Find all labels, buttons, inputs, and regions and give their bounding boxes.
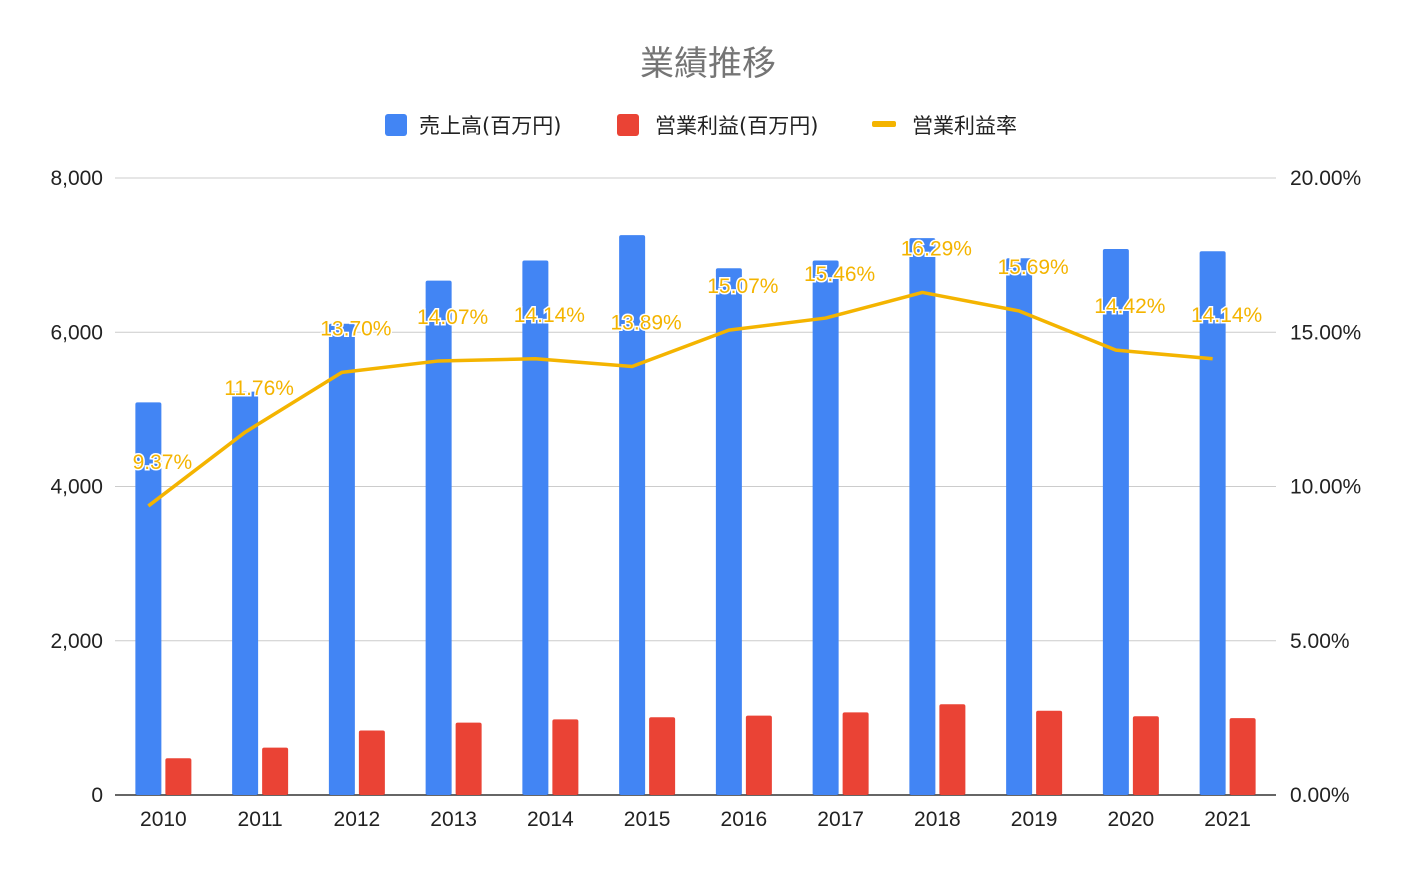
bar-profit (262, 747, 289, 795)
y2-tick-label: 10.00% (1290, 476, 1361, 499)
y-axis-left: 0 2,000 4,000 6,000 8,000 (50, 167, 103, 807)
legend-label-margin: 営業利益率 (912, 114, 1017, 138)
y-axis-right: 0.00% 5.00% 10.00% 15.00% 20.00% (1290, 167, 1361, 807)
bar-sales (909, 238, 936, 796)
y2-tick-label: 20.00% (1290, 167, 1361, 190)
bar-profit (552, 719, 579, 795)
x-tick-label: 2010 (140, 808, 187, 831)
bar-sales (1006, 258, 1033, 796)
x-tick-label: 2013 (430, 808, 477, 831)
data-label-margin: 14.14% (514, 304, 585, 327)
legend: 売上高(百万円) 営業利益(百万円) 営業利益率 (385, 114, 1017, 138)
x-axis: 2010 2011 2012 2013 2014 2015 2016 2017 2018 2019… (140, 808, 1251, 831)
bar-sales (619, 235, 646, 795)
bar-profit (1229, 718, 1256, 795)
bars (135, 235, 1256, 796)
legend-swatch-sales (385, 114, 407, 136)
bar-sales (522, 260, 549, 795)
y2-tick-label: 0.00% (1290, 784, 1350, 807)
data-label-margin: 13.89% (611, 311, 682, 334)
bar-profit (1036, 710, 1063, 795)
x-tick-label: 2012 (334, 808, 381, 831)
data-label-margin: 15.07% (707, 275, 778, 298)
data-label-margin: 14.42% (1094, 295, 1165, 318)
chart-title: 業績推移 (640, 44, 776, 84)
y-tick-label: 8,000 (50, 167, 103, 190)
y-tick-label: 6,000 (50, 321, 103, 344)
bar-profit (165, 758, 192, 795)
bar-profit (745, 715, 772, 795)
data-label-margin: 15.46% (804, 263, 875, 286)
bar-profit (939, 704, 966, 795)
data-label-margin: 13.70% (320, 317, 391, 340)
margin-labels: 9.37% 11.76% 13.70% 14.07% 14.14% 13.89% 15.07… (131, 236, 1264, 475)
x-tick-label: 2019 (1011, 808, 1058, 831)
line-margin (147, 290, 1213, 508)
y-tick-label: 2,000 (50, 630, 103, 653)
bar-sales (1199, 251, 1226, 796)
legend-label-profit: 営業利益(百万円) (655, 114, 818, 138)
bar-profit (455, 722, 482, 795)
bar-profit (842, 712, 869, 795)
x-tick-label: 2018 (914, 808, 961, 831)
bar-sales (328, 323, 355, 795)
y-tick-label: 0 (91, 784, 103, 807)
gridlines (115, 177, 1276, 796)
x-tick-label: 2015 (624, 808, 671, 831)
y2-tick-label: 15.00% (1290, 321, 1361, 344)
y-tick-label: 4,000 (50, 476, 103, 499)
margin-line (147, 290, 1213, 508)
x-tick-label: 2020 (1108, 808, 1155, 831)
x-tick-label: 2017 (817, 808, 864, 831)
data-label-margin: 14.14% (1191, 304, 1262, 327)
legend-swatch-margin (872, 121, 896, 127)
bar-sales (232, 391, 259, 795)
bar-profit (358, 730, 385, 795)
data-label-margin: 15.69% (998, 256, 1069, 279)
x-tick-label: 2011 (238, 808, 283, 831)
bar-profit (1132, 716, 1159, 795)
legend-swatch-profit (617, 114, 639, 136)
data-label-margin: 16.29% (901, 237, 972, 260)
bar-sales (715, 268, 742, 796)
x-tick-label: 2014 (527, 808, 574, 831)
bar-sales (1102, 248, 1129, 795)
bar-profit (649, 717, 676, 795)
y2-tick-label: 5.00% (1290, 630, 1350, 653)
bar-sales (812, 260, 839, 795)
bar-sales (425, 280, 452, 795)
x-tick-label: 2016 (721, 808, 768, 831)
legend-label-sales: 売上高(百万円) (419, 114, 561, 138)
x-tick-label: 2021 (1204, 808, 1251, 831)
data-label-margin: 14.07% (417, 306, 488, 329)
data-label-margin: 11.76% (224, 377, 294, 400)
data-label-margin: 9.37% (133, 451, 193, 474)
